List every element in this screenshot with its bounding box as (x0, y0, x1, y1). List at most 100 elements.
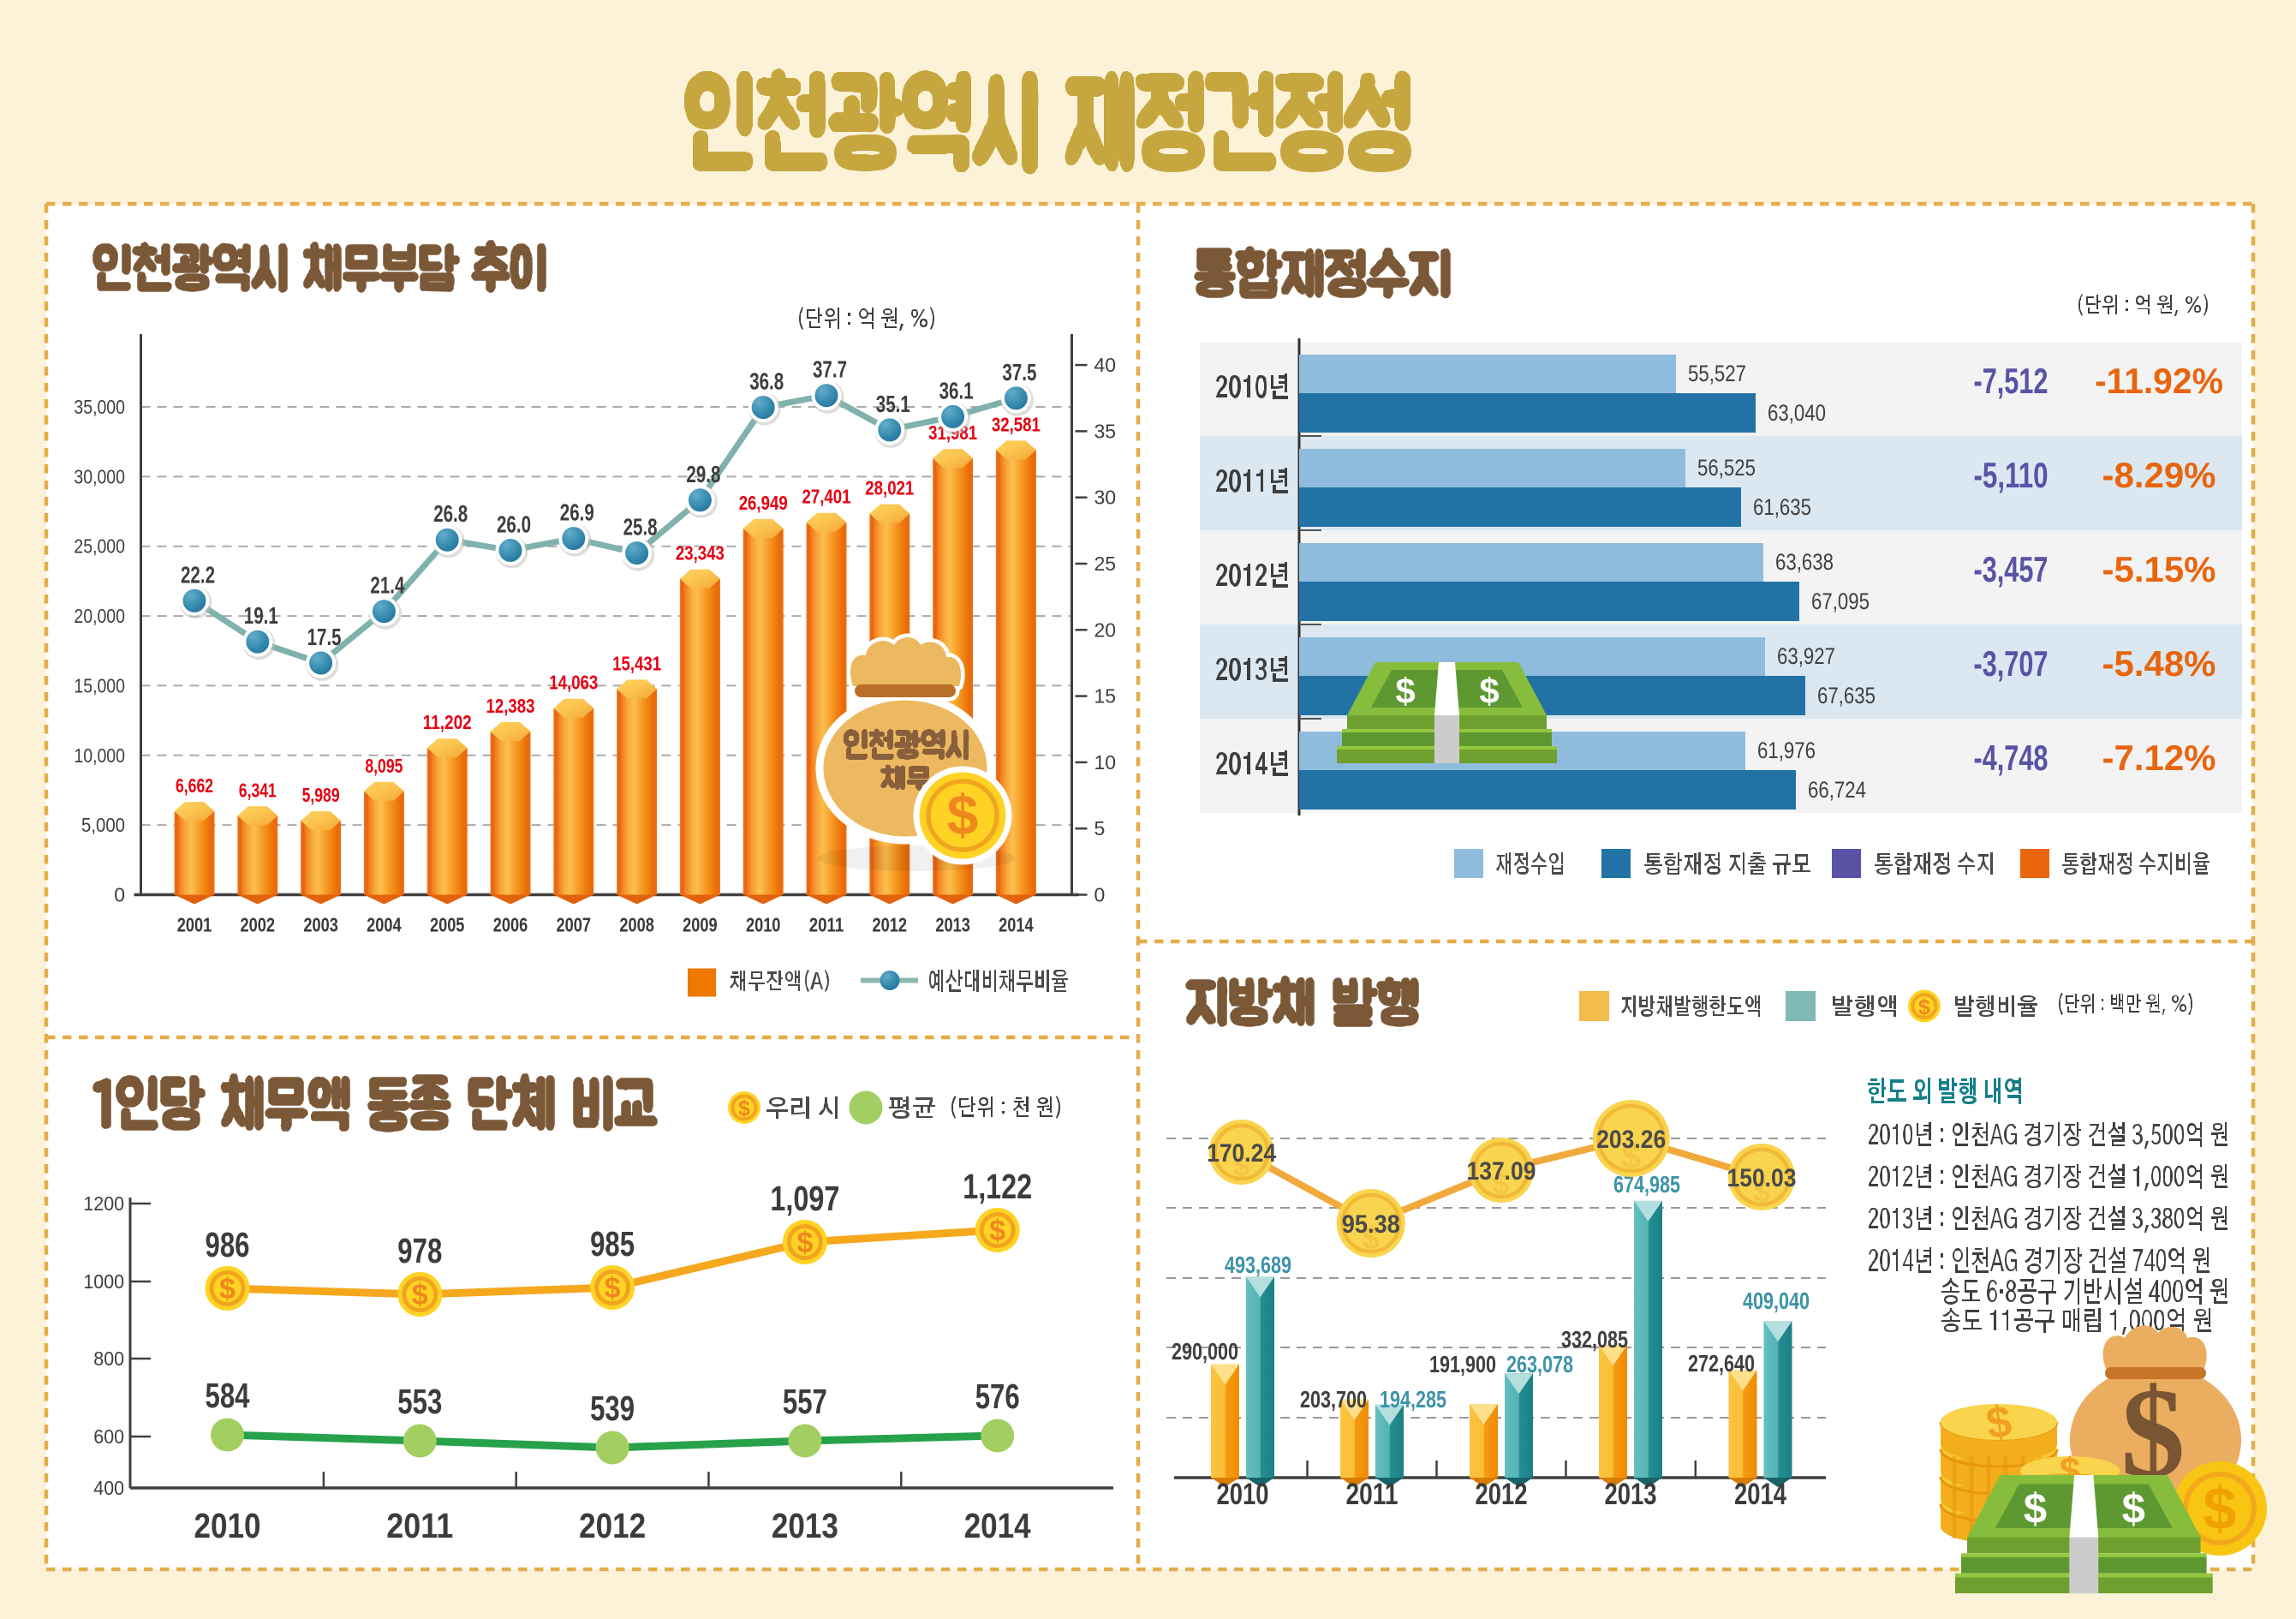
svg-text:978: 978 (397, 1231, 442, 1270)
svg-text:$: $ (412, 1279, 428, 1311)
svg-text:63,927: 63,927 (1777, 643, 1835, 669)
svg-text:-4,748: -4,748 (1974, 738, 2049, 778)
svg-text:$: $ (1753, 1175, 1769, 1209)
svg-text:11,202: 11,202 (423, 711, 472, 733)
svg-text:2012: 2012 (1476, 1478, 1528, 1511)
svg-text:203.26: 203.26 (1596, 1126, 1666, 1154)
svg-text:15,000: 15,000 (74, 674, 125, 696)
svg-text:19.1: 19.1 (244, 602, 278, 629)
svg-text:5,989: 5,989 (302, 784, 340, 806)
svg-text:10,000: 10,000 (74, 744, 125, 767)
svg-text:26.9: 26.9 (560, 499, 594, 526)
svg-text:985: 985 (590, 1224, 635, 1264)
svg-text:30,000: 30,000 (74, 465, 125, 487)
svg-text:263,078: 263,078 (1506, 1351, 1573, 1377)
svg-text:63,638: 63,638 (1775, 549, 1834, 575)
svg-text:170.24: 170.24 (1207, 1139, 1276, 1168)
svg-text:2013: 2013 (772, 1506, 838, 1545)
svg-text:1200: 1200 (83, 1192, 124, 1215)
svg-text:20: 20 (1094, 618, 1117, 641)
svg-text:26.0: 26.0 (497, 511, 531, 538)
svg-text:6,341: 6,341 (239, 779, 277, 801)
svg-text:2010: 2010 (1217, 1478, 1269, 1511)
svg-text:15: 15 (1094, 685, 1117, 708)
svg-text:$: $ (2204, 1475, 2237, 1542)
svg-text:-5.15%: -5.15% (2102, 549, 2216, 589)
svg-text:$: $ (989, 1215, 1005, 1247)
svg-text:55,527: 55,527 (1688, 361, 1746, 386)
svg-text:5: 5 (1094, 817, 1106, 839)
svg-text:137.09: 137.09 (1467, 1157, 1536, 1186)
svg-text:-11.92%: -11.92% (2095, 361, 2223, 401)
svg-text:150.03: 150.03 (1727, 1164, 1797, 1192)
svg-text:2012: 2012 (873, 914, 908, 936)
svg-text:-7.12%: -7.12% (2102, 738, 2216, 778)
svg-text:26.8: 26.8 (433, 500, 468, 527)
svg-text:191,900: 191,900 (1429, 1351, 1496, 1377)
svg-text:5,000: 5,000 (81, 814, 125, 836)
svg-text:-3,707: -3,707 (1974, 643, 2049, 684)
svg-text:$: $ (1395, 671, 1415, 711)
svg-text:36.8: 36.8 (749, 368, 784, 395)
svg-text:22.2: 22.2 (181, 561, 215, 588)
svg-text:557: 557 (783, 1382, 827, 1421)
svg-text:67,095: 67,095 (1811, 588, 1870, 614)
svg-text:$: $ (947, 783, 979, 846)
svg-text:584: 584 (206, 1376, 250, 1415)
svg-text:30: 30 (1094, 487, 1117, 509)
svg-text:2007: 2007 (557, 914, 592, 936)
svg-text:17.5: 17.5 (307, 624, 342, 650)
svg-text:203,700: 203,700 (1300, 1386, 1367, 1413)
svg-text:37.5: 37.5 (1002, 359, 1036, 385)
svg-text:2012: 2012 (579, 1506, 646, 1545)
svg-text:12,383: 12,383 (486, 695, 535, 717)
svg-text:-5,110: -5,110 (1974, 455, 2049, 495)
svg-text:40: 40 (1094, 354, 1117, 376)
svg-text:0: 0 (114, 884, 125, 906)
svg-text:409,040: 409,040 (1743, 1287, 1810, 1314)
svg-text:2006: 2006 (493, 914, 528, 936)
svg-text:2004: 2004 (367, 914, 402, 936)
svg-text:539: 539 (590, 1389, 635, 1428)
svg-text:-5.48%: -5.48% (2102, 643, 2216, 684)
svg-text:61,976: 61,976 (1757, 738, 1816, 763)
svg-text:20,000: 20,000 (74, 605, 125, 627)
svg-text:272,640: 272,640 (1688, 1350, 1755, 1377)
svg-text:2011: 2011 (809, 914, 844, 936)
svg-text:0: 0 (1094, 884, 1106, 906)
svg-text:2002: 2002 (241, 914, 276, 936)
svg-text:61,635: 61,635 (1753, 494, 1811, 520)
svg-text:-3,457: -3,457 (1974, 549, 2049, 589)
svg-text:27,401: 27,401 (802, 486, 851, 508)
svg-text:493,689: 493,689 (1225, 1252, 1291, 1278)
svg-text:1,122: 1,122 (963, 1167, 1032, 1206)
svg-text:$: $ (1621, 1137, 1641, 1176)
svg-text:$: $ (219, 1273, 236, 1305)
svg-text:2005: 2005 (430, 914, 465, 936)
svg-text:25: 25 (1094, 553, 1117, 575)
svg-text:1,097: 1,097 (770, 1179, 839, 1218)
svg-text:2003: 2003 (303, 914, 338, 936)
svg-text:553: 553 (397, 1382, 442, 1421)
svg-text:2010: 2010 (194, 1506, 261, 1545)
svg-text:63,040: 63,040 (1768, 400, 1826, 426)
svg-text:10: 10 (1094, 751, 1117, 774)
svg-text:194,285: 194,285 (1380, 1386, 1446, 1413)
svg-text:21.4: 21.4 (370, 572, 405, 599)
svg-text:2011: 2011 (386, 1506, 453, 1545)
svg-text:36.1: 36.1 (939, 377, 974, 403)
svg-text:1000: 1000 (83, 1270, 124, 1293)
svg-text:25.8: 25.8 (623, 514, 658, 541)
svg-text:$: $ (1233, 1150, 1249, 1183)
svg-text:$: $ (1918, 995, 1930, 1019)
svg-text:2011: 2011 (1346, 1478, 1398, 1511)
svg-text:37.7: 37.7 (813, 356, 847, 383)
svg-text:576: 576 (975, 1377, 1020, 1416)
svg-text:6,662: 6,662 (176, 774, 213, 797)
svg-text:332,085: 332,085 (1561, 1326, 1628, 1353)
svg-text:29.8: 29.8 (686, 461, 720, 487)
svg-text:290,000: 290,000 (1172, 1338, 1238, 1365)
svg-text:15,431: 15,431 (612, 652, 661, 674)
svg-text:95.38: 95.38 (1342, 1210, 1400, 1239)
svg-text:800: 800 (93, 1347, 124, 1370)
